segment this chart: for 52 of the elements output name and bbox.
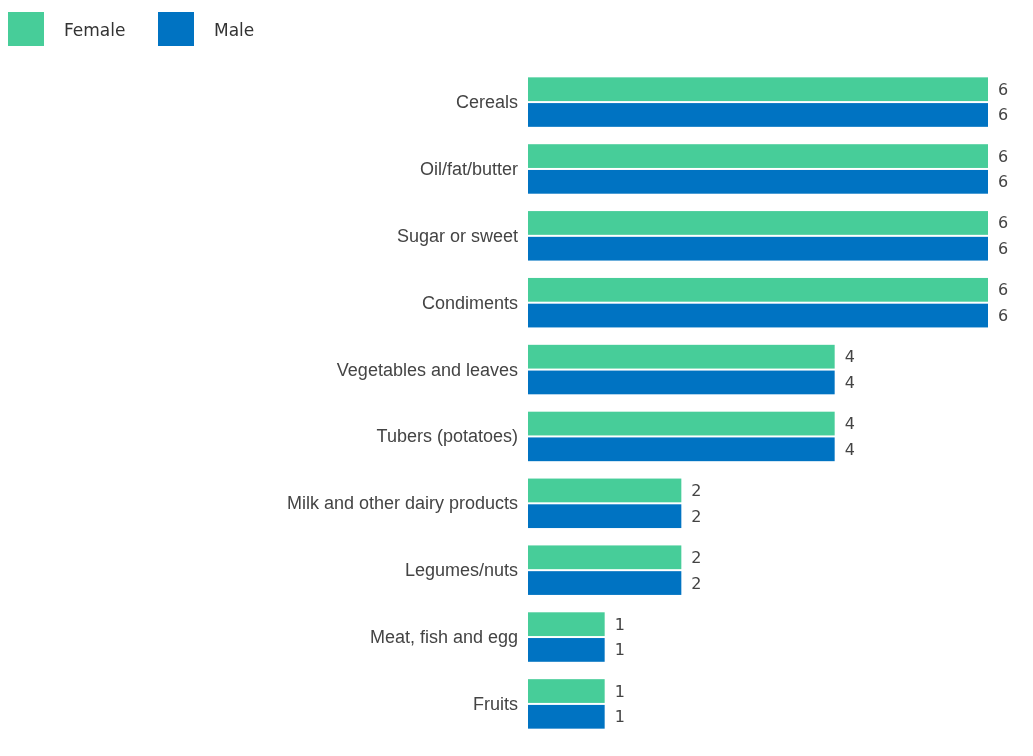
bar [528, 77, 988, 102]
y-tick-label: Cereals [455, 92, 518, 113]
bar [528, 303, 988, 328]
bar [528, 211, 988, 235]
bar [528, 370, 835, 395]
legend-label: Female [64, 20, 126, 40]
bar [528, 504, 682, 529]
bar [528, 679, 605, 703]
data-label: 6 [998, 146, 1009, 166]
y-tick-label: Condiments [421, 292, 518, 313]
bar [528, 612, 605, 637]
bar [528, 144, 988, 168]
bar [528, 571, 682, 595]
data-label: 6 [998, 105, 1009, 125]
bar [528, 411, 835, 436]
y-tick-label: Sugar or sweet [396, 225, 518, 246]
data-label: 4 [844, 439, 855, 459]
bar [528, 236, 988, 261]
data-label: 4 [844, 372, 855, 392]
data-label: 2 [691, 547, 702, 567]
data-label: 2 [691, 506, 702, 526]
y-tick-label: Legumes/nuts [404, 560, 518, 581]
data-label: 6 [998, 213, 1009, 233]
y-tick-label: Vegetables and leaves [336, 359, 518, 380]
bar [528, 169, 988, 194]
bar [528, 704, 605, 729]
data-label: 1 [614, 707, 625, 727]
bar [528, 638, 605, 662]
data-label: 4 [844, 414, 855, 434]
bar [528, 277, 988, 302]
bar [528, 344, 835, 369]
y-tick-label: Milk and other dairy products [286, 493, 518, 514]
data-label: 6 [998, 172, 1009, 192]
y-tick-label: Meat, fish and egg [369, 627, 518, 648]
bar [528, 545, 682, 570]
data-label: 6 [998, 280, 1009, 300]
y-tick-label: Fruits [473, 693, 518, 714]
data-label: 1 [614, 614, 625, 634]
data-label: 4 [844, 347, 855, 367]
bar [528, 103, 988, 127]
data-label: 1 [614, 640, 625, 660]
y-tick-label: Tubers (potatoes) [376, 426, 518, 447]
data-label: 6 [998, 306, 1009, 326]
y-tick-label: Oil/fat/butter [419, 158, 518, 179]
data-label: 6 [998, 239, 1009, 259]
legend-label: Male [214, 20, 255, 40]
data-label: 1 [614, 681, 625, 701]
bar [528, 437, 835, 462]
data-label: 2 [691, 480, 702, 500]
data-label: 6 [998, 79, 1009, 99]
bar [528, 478, 682, 503]
data-label: 2 [691, 573, 702, 593]
